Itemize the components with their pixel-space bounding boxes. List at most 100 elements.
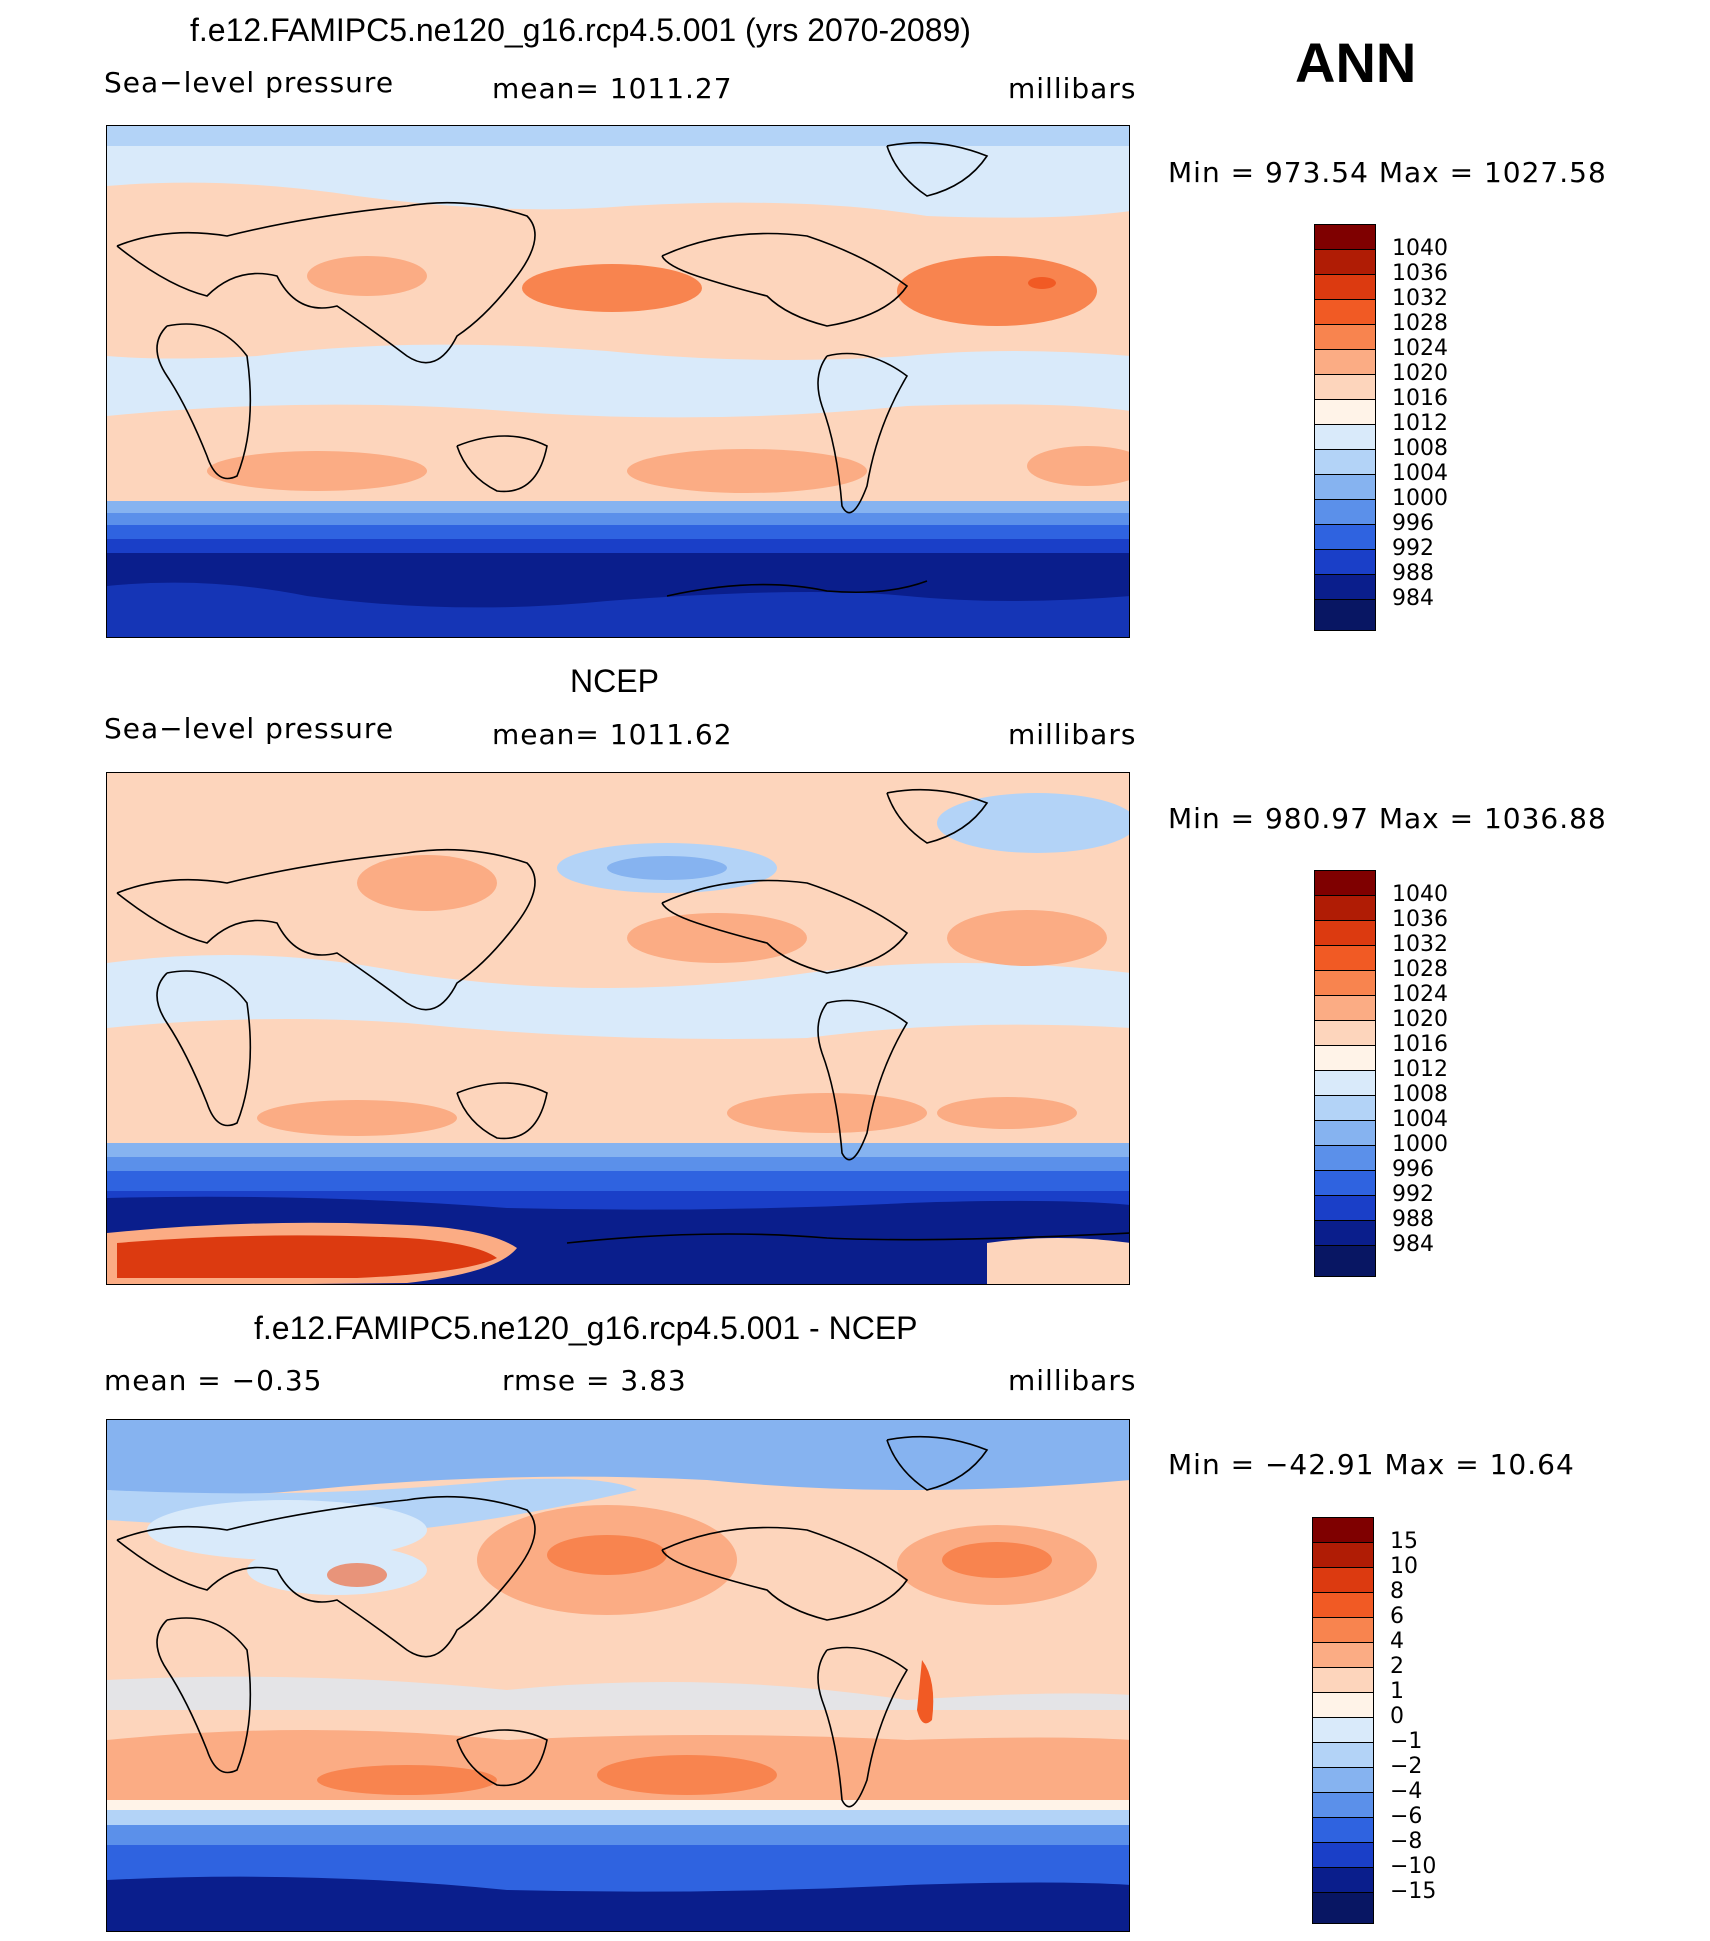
colorbar-label: −10	[1390, 1854, 1437, 1879]
colorbar-segment	[1315, 896, 1375, 921]
colorbar-segment	[1315, 996, 1375, 1021]
colorbar-segment	[1315, 300, 1375, 325]
panel-3-title: f.e12.FAMIPC5.ne120_g16.rcp4.5.001 - NCE…	[254, 1310, 918, 1346]
colorbar-segment	[1315, 550, 1375, 575]
panel-3-map	[106, 1419, 1130, 1932]
season-label: ANN	[1295, 31, 1417, 94]
colorbar-segment	[1313, 1818, 1373, 1843]
colorbar-segment	[1315, 500, 1375, 525]
colorbar-segment	[1315, 1221, 1375, 1246]
colorbar-segment	[1313, 1768, 1373, 1793]
panel-2-variable: Sea−level pressure	[104, 712, 395, 745]
panel-1-map	[106, 125, 1130, 638]
colorbar-label: 996	[1392, 511, 1434, 536]
colorbar-segment	[1313, 1618, 1373, 1643]
colorbar-label: 1020	[1392, 361, 1448, 386]
colorbar-segment	[1315, 325, 1375, 350]
panel-1-mean: mean= 1011.27	[492, 72, 733, 105]
colorbar-label: −2	[1390, 1754, 1423, 1779]
colorbar-segment	[1315, 1196, 1375, 1221]
panel-1-units: millibars	[1008, 72, 1137, 105]
colorbar-segment	[1315, 400, 1375, 425]
panel-2-map	[106, 772, 1130, 1285]
colorbar-label: 8	[1390, 1579, 1404, 1604]
colorbar-label: 1016	[1392, 1032, 1448, 1057]
colorbar-label: −4	[1390, 1779, 1423, 1804]
colorbar-swatches	[1314, 870, 1376, 1277]
colorbar-label: 4	[1390, 1629, 1404, 1654]
colorbar-label: 15	[1390, 1529, 1418, 1554]
panel-1-variable: Sea−level pressure	[104, 66, 395, 99]
colorbar-segment	[1315, 250, 1375, 275]
colorbar-segment	[1315, 1046, 1375, 1071]
panel-2-minmax: Min = 980.97 Max = 1036.88	[1168, 802, 1607, 835]
colorbar-segment	[1315, 350, 1375, 375]
colorbar-label: 1040	[1392, 236, 1448, 261]
colorbar-label: 988	[1392, 561, 1434, 586]
panel-2-mean: mean= 1011.62	[492, 718, 733, 751]
panel-3-rmse: rmse = 3.83	[502, 1364, 687, 1397]
colorbar-label: 2	[1390, 1654, 1404, 1679]
colorbar-segment	[1315, 225, 1375, 250]
colorbar-segment	[1313, 1518, 1373, 1543]
colorbar-segment	[1315, 575, 1375, 600]
colorbar-segment	[1315, 1146, 1375, 1171]
colorbar-label: 1000	[1392, 1132, 1448, 1157]
colorbar-segment	[1315, 921, 1375, 946]
colorbar-label: 1	[1390, 1679, 1404, 1704]
colorbar-segment	[1315, 871, 1375, 896]
colorbar-segment	[1313, 1593, 1373, 1618]
colorbar-label: 10	[1390, 1554, 1418, 1579]
colorbar-label: −6	[1390, 1804, 1423, 1829]
panel-1-title: f.e12.FAMIPC5.ne120_g16.rcp4.5.001 (yrs …	[190, 12, 971, 48]
colorbar-segment	[1313, 1793, 1373, 1818]
colorbar-segment	[1313, 1718, 1373, 1743]
colorbar-segment	[1313, 1543, 1373, 1568]
colorbar-segment	[1313, 1743, 1373, 1768]
colorbar-label: −8	[1390, 1829, 1423, 1854]
colorbar-label: 1024	[1392, 982, 1448, 1007]
colorbar-label: 1024	[1392, 336, 1448, 361]
colorbar-label: 984	[1392, 1232, 1434, 1257]
colorbar-segment	[1315, 425, 1375, 450]
panel-1-minmax: Min = 973.54 Max = 1027.58	[1168, 156, 1607, 189]
colorbar-segment	[1315, 1121, 1375, 1146]
colorbar-segment	[1313, 1693, 1373, 1718]
colorbar-swatches	[1312, 1517, 1374, 1924]
colorbar-segment	[1315, 1171, 1375, 1196]
colorbar-label: 1016	[1392, 386, 1448, 411]
colorbar-segment	[1315, 475, 1375, 500]
colorbar-label: 1000	[1392, 486, 1448, 511]
colorbar-segment	[1313, 1643, 1373, 1668]
colorbar-segment	[1315, 525, 1375, 550]
colorbar-segment	[1313, 1668, 1373, 1693]
colorbar-label: 1040	[1392, 882, 1448, 907]
panel-3-units: millibars	[1008, 1364, 1137, 1397]
colorbar-label: 996	[1392, 1157, 1434, 1182]
colorbar-label: 1004	[1392, 1107, 1448, 1132]
colorbar-label: 1012	[1392, 1057, 1448, 1082]
colorbar-segment	[1315, 1021, 1375, 1046]
colorbar-segment	[1313, 1843, 1373, 1868]
colorbar-segment	[1315, 1096, 1375, 1121]
colorbar-label: 6	[1390, 1604, 1404, 1629]
colorbar-label: 1032	[1392, 932, 1448, 957]
colorbar-segment	[1315, 600, 1375, 630]
colorbar-segment	[1315, 1071, 1375, 1096]
colorbar-segment	[1315, 450, 1375, 475]
colorbar-segment	[1313, 1868, 1373, 1893]
panel-2-title: NCEP	[570, 663, 659, 699]
colorbar-label: 984	[1392, 586, 1434, 611]
colorbar-label: 992	[1392, 1182, 1434, 1207]
colorbar-segment	[1315, 971, 1375, 996]
colorbar-segment	[1315, 946, 1375, 971]
colorbar-label: 1028	[1392, 311, 1448, 336]
colorbar-label: 0	[1390, 1704, 1404, 1729]
colorbar-swatches	[1314, 224, 1376, 631]
colorbar-label: 1004	[1392, 461, 1448, 486]
panel-3-minmax: Min = −42.91 Max = 10.64	[1168, 1448, 1575, 1481]
panel-3-mean: mean = −0.35	[104, 1364, 323, 1397]
panel-2-units: millibars	[1008, 718, 1137, 751]
colorbar-label: 1008	[1392, 436, 1448, 461]
colorbar-label: −1	[1390, 1729, 1423, 1754]
